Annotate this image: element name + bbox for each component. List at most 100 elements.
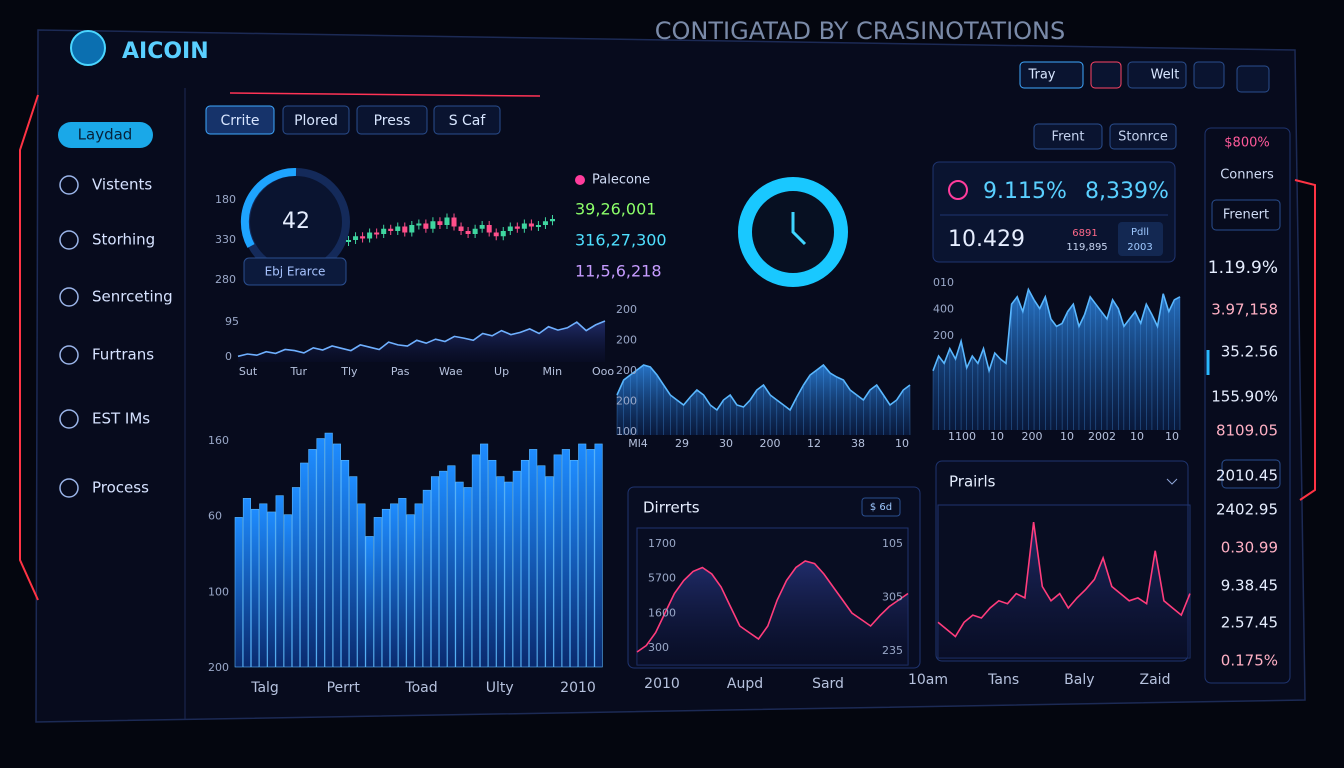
bar — [316, 438, 325, 668]
axis-label: 200 — [760, 437, 781, 450]
candle — [395, 226, 401, 231]
bar — [463, 487, 472, 668]
stats-box — [1118, 222, 1163, 256]
column-value: 0.175% — [1221, 652, 1278, 670]
axis-label: 10am — [908, 672, 948, 688]
nav-active[interactable] — [58, 122, 153, 148]
welt-label[interactable]: Welt — [1151, 68, 1180, 83]
logo-icon — [70, 30, 106, 66]
toolbar-button[interactable] — [205, 105, 275, 135]
bar — [349, 476, 358, 668]
nav-icon[interactable] — [59, 230, 79, 250]
bar — [545, 476, 554, 668]
nav-item[interactable]: Senrceting — [92, 288, 173, 306]
filter-button[interactable] — [1033, 123, 1103, 150]
card-button[interactable]: $ 6d — [870, 502, 892, 513]
dirrerts-button[interactable] — [861, 497, 901, 517]
axis-label: Tly — [340, 365, 358, 378]
axis-label: 0 — [225, 350, 232, 363]
bar — [365, 536, 374, 668]
bar — [357, 503, 366, 668]
chevron[interactable] — [1166, 478, 1178, 485]
candle — [549, 219, 555, 222]
stat-value: 8,339% — [1085, 179, 1169, 204]
highlight-box — [1221, 459, 1281, 489]
tray-button[interactable] — [1019, 61, 1084, 89]
nav-icon[interactable] — [59, 478, 79, 498]
nav-item[interactable]: Process — [92, 479, 149, 497]
legend-value: 11,5,6,218 — [575, 262, 662, 281]
nav-icon[interactable] — [59, 175, 79, 195]
column-value: 1.19.9% — [1208, 258, 1278, 278]
candle — [388, 228, 394, 231]
bar — [553, 454, 562, 668]
candle — [507, 226, 513, 231]
nav-item[interactable]: Furtrans — [92, 346, 154, 364]
nav-icon[interactable] — [59, 287, 79, 307]
axis-label: 200 — [1022, 430, 1043, 443]
candle — [353, 236, 359, 240]
column-button[interactable]: Frenert — [1223, 208, 1269, 223]
bar — [283, 514, 292, 668]
candle — [360, 236, 366, 239]
bar — [414, 503, 423, 668]
frenert-box[interactable] — [1211, 199, 1281, 231]
nav-item[interactable]: EST IMs — [92, 410, 150, 428]
column-value: 3.97,158 — [1211, 301, 1278, 319]
bar — [471, 454, 480, 668]
filter-label[interactable]: Stonrce — [1118, 130, 1168, 145]
nav-icon[interactable] — [59, 409, 79, 429]
card-title: Dirrerts — [643, 499, 700, 517]
bar — [332, 443, 341, 668]
welt-button[interactable] — [1127, 61, 1187, 89]
nav-item[interactable]: Storhing — [92, 231, 155, 249]
column-value: 2.57.45 — [1221, 614, 1278, 632]
toolbar-label[interactable]: S Caf — [449, 113, 487, 129]
candle — [430, 221, 436, 229]
toolbar-label[interactable]: Plored — [294, 113, 338, 129]
candle — [542, 221, 548, 225]
toolbar-button[interactable] — [433, 105, 501, 135]
bar — [504, 481, 513, 668]
icon-button[interactable] — [1236, 65, 1270, 93]
candle — [479, 225, 485, 229]
line — [237, 320, 606, 358]
axis-label: 100 — [616, 425, 637, 438]
axis-label: 2002 — [1088, 430, 1116, 443]
axis-label: 30 — [719, 437, 733, 450]
axis-label: 38 — [851, 437, 865, 450]
filter-button[interactable] — [1109, 123, 1177, 150]
column-value: 2402.95 — [1216, 501, 1278, 519]
toolbar-label[interactable]: Crrite — [220, 113, 259, 129]
bar — [406, 514, 415, 668]
bar — [242, 498, 252, 668]
axis-label: Sut — [239, 365, 258, 378]
axis-label: 10 — [1165, 430, 1179, 443]
tray-label[interactable]: Tray — [1027, 68, 1055, 83]
filter-label[interactable]: Frent — [1052, 130, 1085, 145]
candle — [493, 232, 499, 237]
candle — [416, 223, 422, 226]
axis-label: Tans — [987, 672, 1019, 688]
icon-button[interactable] — [1193, 61, 1225, 89]
axis-label: 280 — [215, 273, 236, 286]
nav-item[interactable]: Vistents — [92, 176, 152, 194]
icon-button[interactable] — [1090, 61, 1122, 89]
nav-item[interactable]: Laydad — [78, 126, 133, 144]
toolbar-label[interactable]: Press — [374, 113, 411, 129]
axis-label: 200 — [616, 303, 637, 316]
bar — [234, 517, 243, 668]
bar — [447, 465, 456, 668]
legend-value: 316,27,300 — [575, 231, 667, 250]
toolbar-button[interactable] — [282, 105, 350, 135]
column-value: 8109.05 — [1216, 422, 1278, 440]
candle — [472, 228, 478, 234]
nav-icon[interactable] — [59, 345, 79, 365]
toolbar-button[interactable] — [356, 105, 428, 135]
axis-label: Aupd — [727, 676, 763, 692]
bar — [324, 432, 333, 668]
axis-label: Baly — [1064, 672, 1094, 688]
bar — [251, 508, 260, 668]
candle — [367, 232, 373, 239]
axis-label: 1100 — [948, 430, 976, 443]
